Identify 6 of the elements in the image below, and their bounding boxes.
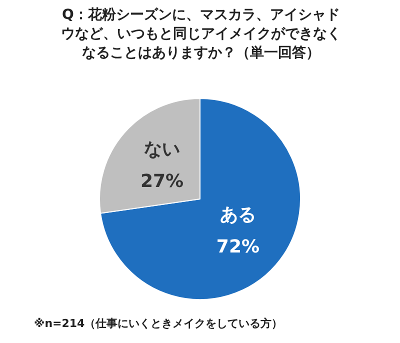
slice-label: ある — [220, 204, 256, 226]
data-label: 72% — [216, 236, 260, 258]
text: ※n=214（仕事にいくときメイクをしている方） — [34, 316, 283, 331]
data-label: 27% — [140, 170, 184, 192]
slice-label: ない — [144, 138, 180, 160]
chart-title: Q：花粉シーズンに、マスカラ、アイシャドウなど、いつもと同じアイメイクができなくなることはありますか？（単一回答） — [60, 6, 342, 63]
